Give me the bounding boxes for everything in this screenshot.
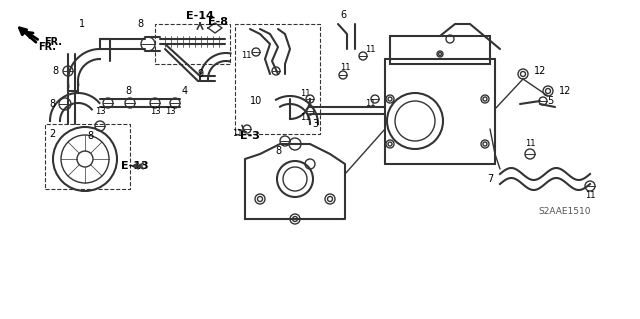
Text: E-14: E-14 xyxy=(186,11,214,21)
Text: 9: 9 xyxy=(197,69,203,79)
Text: 12: 12 xyxy=(559,86,571,96)
Bar xyxy=(390,36,490,64)
Text: 13: 13 xyxy=(164,108,175,116)
Text: E-8: E-8 xyxy=(208,17,228,27)
Bar xyxy=(235,24,320,134)
Text: 1: 1 xyxy=(79,19,85,29)
Text: 11: 11 xyxy=(525,139,535,149)
Text: 11: 11 xyxy=(241,51,252,61)
Text: 11: 11 xyxy=(232,130,243,138)
Text: 2: 2 xyxy=(49,129,55,139)
Text: 8: 8 xyxy=(125,86,131,96)
Bar xyxy=(155,24,230,64)
Text: 11: 11 xyxy=(365,100,375,108)
Text: 8: 8 xyxy=(137,19,143,29)
Text: 8: 8 xyxy=(49,99,55,109)
Text: FR.: FR. xyxy=(38,42,56,52)
Text: 11: 11 xyxy=(300,90,310,99)
Bar xyxy=(45,124,130,189)
Text: 8: 8 xyxy=(87,131,93,141)
Text: 7: 7 xyxy=(487,174,493,184)
Text: 6: 6 xyxy=(340,10,346,20)
Text: S2AAE1510: S2AAE1510 xyxy=(539,207,591,217)
Text: 5: 5 xyxy=(547,96,553,106)
Text: 4: 4 xyxy=(182,86,188,96)
Text: 11: 11 xyxy=(340,63,350,71)
Text: E-13: E-13 xyxy=(121,161,149,171)
Text: E-3: E-3 xyxy=(240,131,260,141)
Text: 8: 8 xyxy=(52,66,58,76)
Text: 10: 10 xyxy=(250,96,262,106)
Text: 3: 3 xyxy=(312,119,318,129)
Bar xyxy=(385,59,495,164)
Text: 13: 13 xyxy=(150,108,160,116)
Text: 13: 13 xyxy=(95,108,106,116)
Text: 12: 12 xyxy=(534,66,546,76)
Text: 8: 8 xyxy=(275,146,281,156)
Text: 11: 11 xyxy=(365,44,375,54)
Text: FR.: FR. xyxy=(44,37,62,47)
Text: 11: 11 xyxy=(300,113,310,122)
Text: 11: 11 xyxy=(585,191,595,201)
